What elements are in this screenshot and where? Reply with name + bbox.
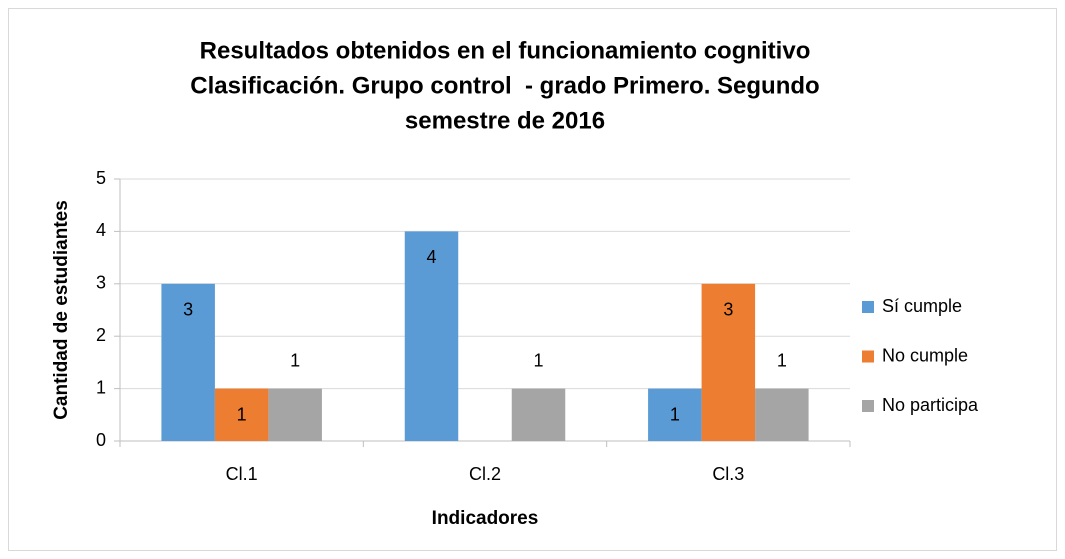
y-tick-label: 5 bbox=[96, 168, 106, 188]
bar bbox=[755, 388, 809, 441]
legend-swatch bbox=[862, 400, 874, 412]
chart-title: Resultados obtenidos en el funcionamient… bbox=[200, 37, 811, 64]
x-tick-label: Cl.3 bbox=[712, 464, 744, 484]
legend-label: Sí cumple bbox=[882, 296, 962, 316]
chart-border bbox=[8, 8, 1057, 551]
chart-title: semestre de 2016 bbox=[405, 107, 605, 134]
legend-label: No cumple bbox=[882, 345, 968, 365]
data-label: 1 bbox=[237, 404, 247, 424]
x-tick-label: Cl.2 bbox=[469, 464, 501, 484]
bar bbox=[404, 231, 459, 441]
y-tick-label: 2 bbox=[96, 325, 106, 345]
data-label: 1 bbox=[533, 350, 543, 370]
y-axis-title: Cantidad de estudiantes bbox=[51, 200, 72, 420]
data-label: 1 bbox=[777, 350, 787, 370]
bar bbox=[701, 283, 756, 441]
x-axis-title: Indicadores bbox=[432, 508, 539, 529]
bar bbox=[268, 388, 322, 441]
y-tick-label: 3 bbox=[96, 273, 106, 293]
x-tick-label: Cl.1 bbox=[226, 464, 258, 484]
bar bbox=[511, 388, 566, 441]
bar bbox=[161, 283, 215, 441]
bar bbox=[214, 388, 269, 441]
y-tick-label: 4 bbox=[96, 220, 106, 240]
legend-swatch bbox=[862, 350, 874, 363]
bar bbox=[648, 388, 702, 441]
data-label: 3 bbox=[723, 300, 733, 320]
data-label: 1 bbox=[290, 350, 300, 370]
data-label: 1 bbox=[670, 404, 680, 424]
legend-label: No participa bbox=[882, 395, 979, 415]
legend-swatch bbox=[862, 301, 874, 313]
data-label: 3 bbox=[183, 300, 193, 320]
data-label: 4 bbox=[426, 247, 436, 267]
y-tick-label: 0 bbox=[96, 430, 106, 450]
chart-title: Clasificación. Grupo control - grado Pri… bbox=[190, 72, 819, 99]
y-tick-label: 1 bbox=[96, 377, 106, 397]
